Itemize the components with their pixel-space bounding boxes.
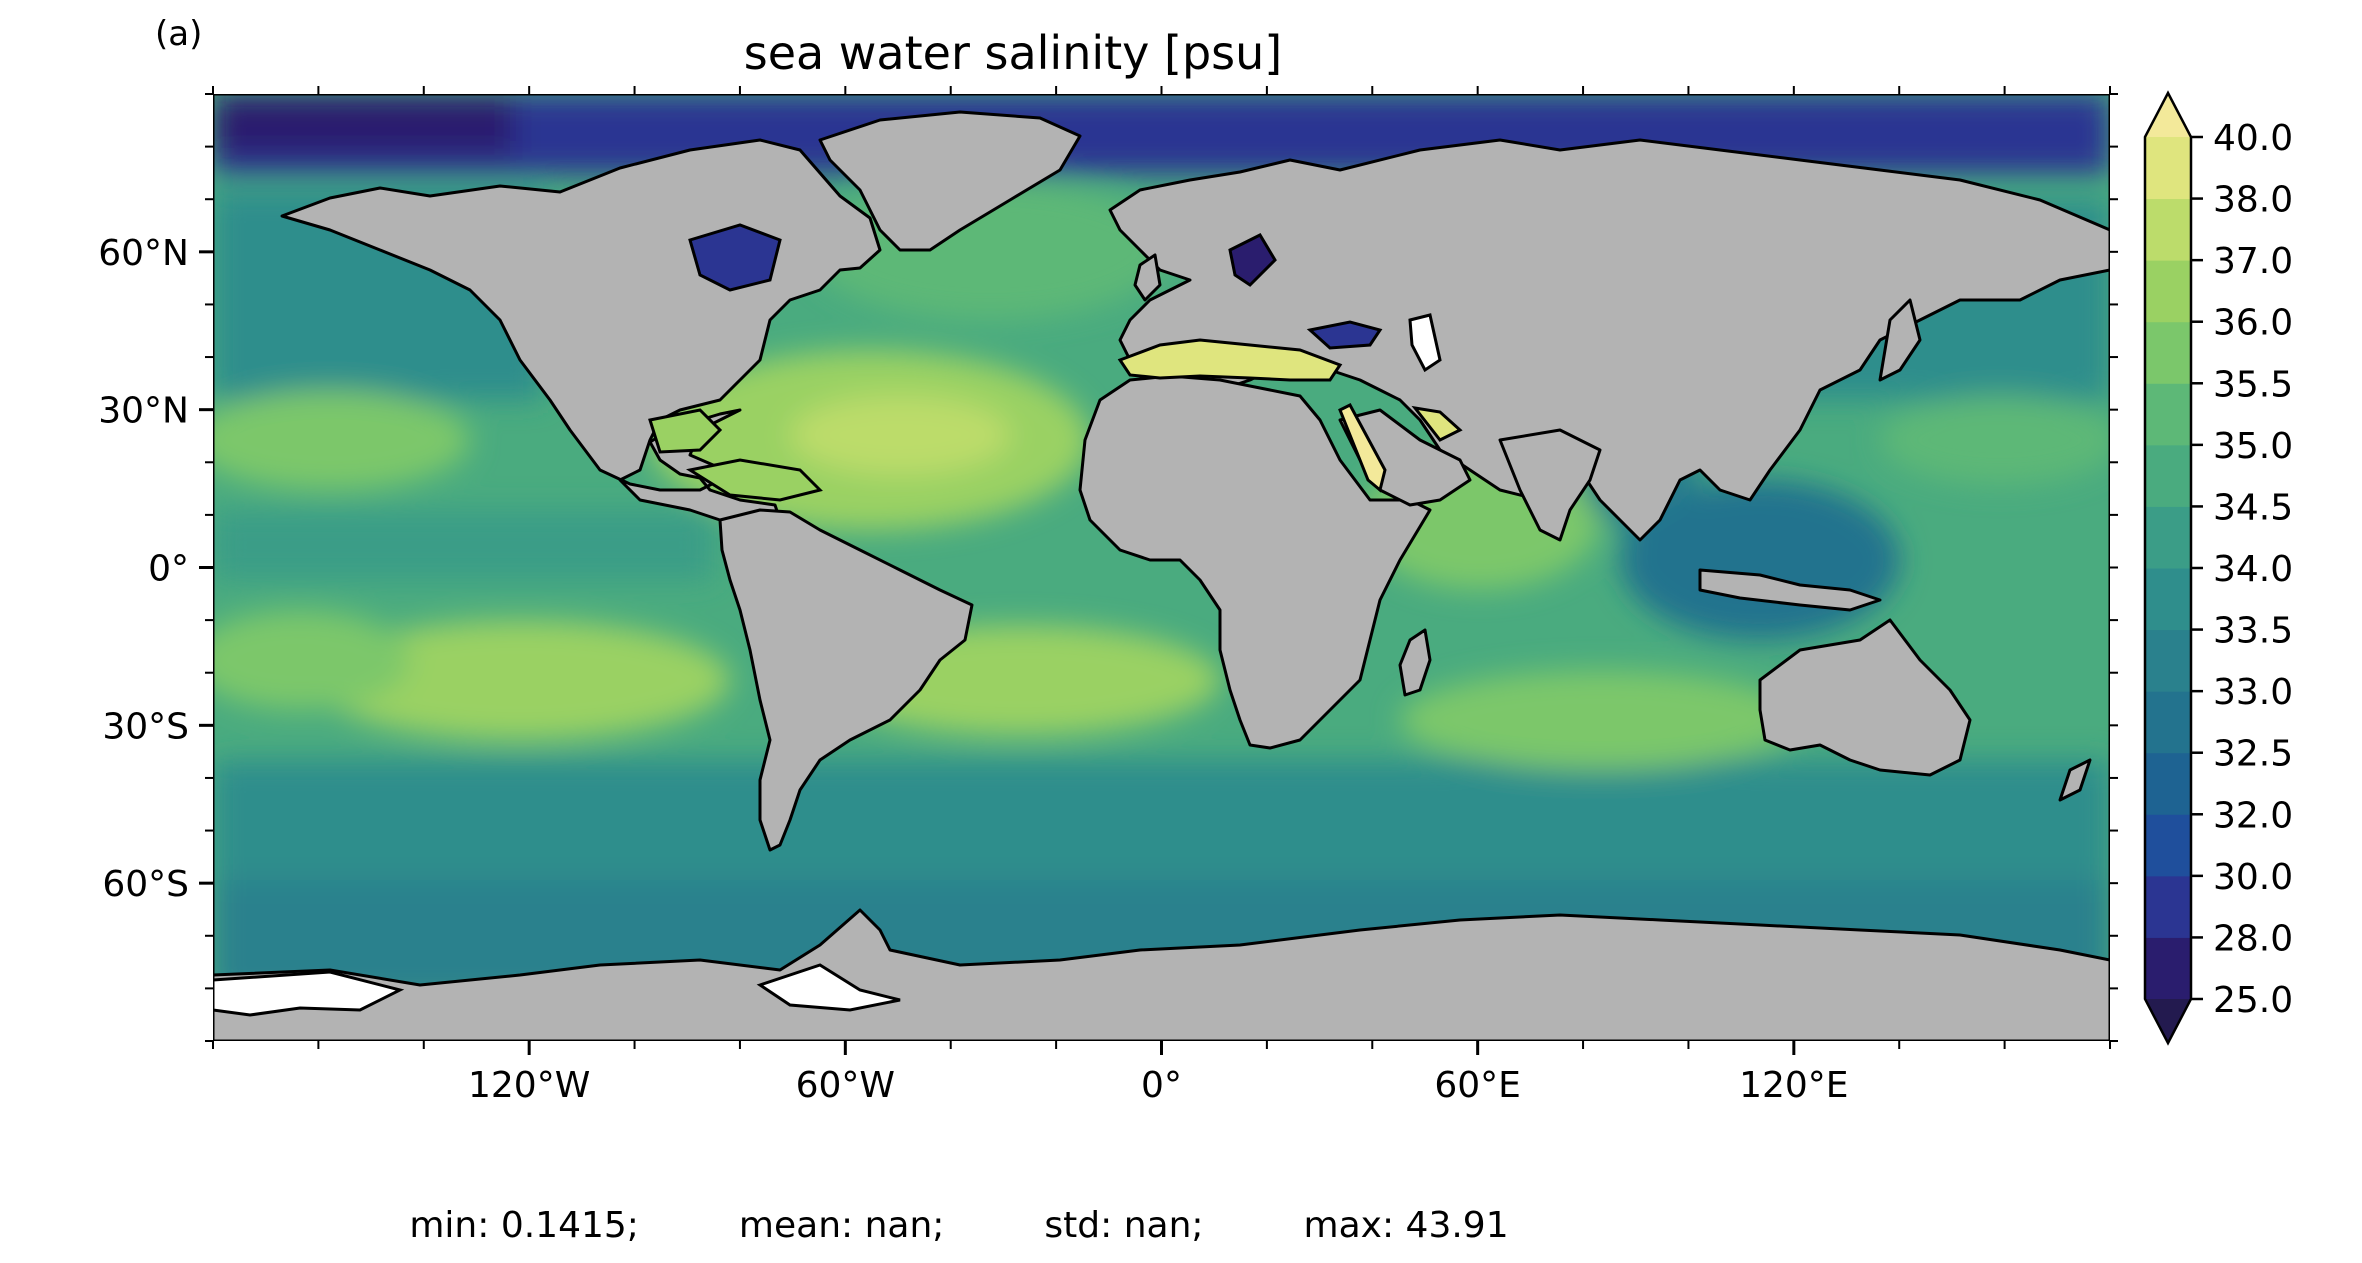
x-tick-label: 0° xyxy=(1141,1065,1182,1106)
salinity-south-pacific-west xyxy=(213,610,410,710)
sea-persian-gulf xyxy=(1411,405,1463,442)
salinity-subtropical-n-pacific-east xyxy=(1880,395,2110,485)
colorbar-segment xyxy=(2145,937,2191,1000)
land xyxy=(213,110,2110,1041)
sea-black xyxy=(1306,320,1383,350)
colorbar-tick-label: 32.5 xyxy=(2213,734,2293,775)
land-new-zealand xyxy=(2058,758,2092,802)
colorbar-tick-label: 35.0 xyxy=(2213,426,2293,467)
stat-max: max: 43.91 xyxy=(1303,1205,1509,1246)
y-tick-label: 30°S xyxy=(102,706,189,747)
colorbar-segment xyxy=(2145,321,2191,384)
colorbar-segment xyxy=(2145,444,2191,507)
colorbar-segment xyxy=(2145,568,2191,631)
missing-weddell-sea xyxy=(756,963,901,1012)
colorbar-tick-label: 32.0 xyxy=(2213,795,2293,836)
stat-std: std: nan; xyxy=(1044,1205,1204,1246)
axis-group: 120°W 60°W 0° 60°E 120°E 60°N 30°N 0° 30°S 60°S xyxy=(98,86,2118,1106)
salinity-arctic-deep xyxy=(213,94,513,154)
x-tick-label: 60°W xyxy=(796,1065,895,1106)
land-south-america xyxy=(718,508,974,852)
map-title: sea water salinity [psu] xyxy=(0,26,2362,80)
colorbar-tick-label: 25.0 xyxy=(2213,980,2293,1021)
colorbar-segment xyxy=(2145,137,2191,200)
colorbar-segment xyxy=(2145,691,2191,754)
land-uk xyxy=(1133,253,1162,302)
colorbar-extend-over xyxy=(2145,93,2191,137)
stat-mean: mean: nan; xyxy=(738,1205,945,1246)
salinity-subtropical-n-pacific xyxy=(213,390,470,490)
y-tick-label: 60°S xyxy=(102,864,189,905)
colorbar-segment xyxy=(2145,506,2191,569)
x-tick-label: 120°E xyxy=(1739,1065,1848,1106)
colorbar-segment xyxy=(2145,198,2191,261)
colorbar-tick-label: 30.0 xyxy=(2213,857,2293,898)
colorbar-segment xyxy=(2145,814,2191,877)
enclosed-seas xyxy=(648,223,1463,502)
colorbar-tick-label: 37.0 xyxy=(2213,241,2293,282)
sea-mediterranean xyxy=(1117,338,1343,382)
missing-data xyxy=(213,313,1442,1017)
land-japan xyxy=(1878,298,1922,382)
land-africa xyxy=(1078,374,1432,750)
colorbar-segment xyxy=(2145,260,2191,323)
stats-line: min: 0.1415; mean: nan; std: nan; max: 43.9… xyxy=(0,1205,2362,1246)
y-tick-label: 60°N xyxy=(98,233,189,274)
missing-caspian xyxy=(1408,313,1442,373)
colorbar-segment xyxy=(2145,629,2191,692)
salinity-south-pacific-gyre xyxy=(310,620,730,740)
colorbar-segment xyxy=(2145,383,2191,446)
map-title-text: sea water salinity [psu] xyxy=(743,26,1283,80)
colorbar-segment xyxy=(2145,752,2191,815)
y-tick-label: 0° xyxy=(148,549,189,590)
salinity-s-indian-gyre xyxy=(1400,670,1800,770)
panel-label: (a) xyxy=(155,14,203,54)
colorbar: 25.0 28.0 30.0 32.0 32.5 33.0 33.5 34.0 34.5 35.0… xyxy=(2143,90,2293,1046)
colorbar-tick-label: 40.0 xyxy=(2213,118,2293,159)
x-tick-label: 60°E xyxy=(1434,1065,1521,1106)
sea-caribbean xyxy=(686,458,823,502)
sea-red xyxy=(1338,403,1387,493)
colorbar-tick-label: 36.0 xyxy=(2213,303,2293,344)
land-india xyxy=(1498,428,1602,542)
map-plot-area xyxy=(213,94,2110,1041)
y-tick-label: 30°N xyxy=(98,391,189,432)
land-australia xyxy=(1758,618,1972,777)
salinity-n-atlantic-core xyxy=(790,395,1010,475)
sea-gulf-of-mexico xyxy=(648,408,723,454)
sea-hudson-bay xyxy=(688,223,782,292)
colorbar-tick-label: 38.0 xyxy=(2213,180,2293,221)
land-madagascar xyxy=(1398,628,1432,697)
land-greenland xyxy=(818,110,1082,252)
land-indonesia xyxy=(1698,568,1882,612)
colorbar-tick-label: 34.0 xyxy=(2213,549,2293,590)
colorbar-tick-label: 28.0 xyxy=(2213,918,2293,959)
colorbar-tick-label: 34.5 xyxy=(2213,487,2293,528)
stat-min: min: 0.1415; xyxy=(409,1205,639,1246)
salinity-equatorial-pacific xyxy=(213,510,713,580)
colorbar-tick-label: 33.0 xyxy=(2213,672,2293,713)
land-antarctica xyxy=(213,908,2110,1041)
colorbar-tick-label: 35.5 xyxy=(2213,364,2293,405)
missing-ross-sea xyxy=(213,970,405,1017)
colorbar-segment xyxy=(2145,875,2191,938)
colorbar-extend-under xyxy=(2145,999,2191,1043)
colorbar-tick-label: 33.5 xyxy=(2213,611,2293,652)
sea-baltic xyxy=(1228,233,1277,287)
x-tick-label: 120°W xyxy=(468,1065,590,1106)
